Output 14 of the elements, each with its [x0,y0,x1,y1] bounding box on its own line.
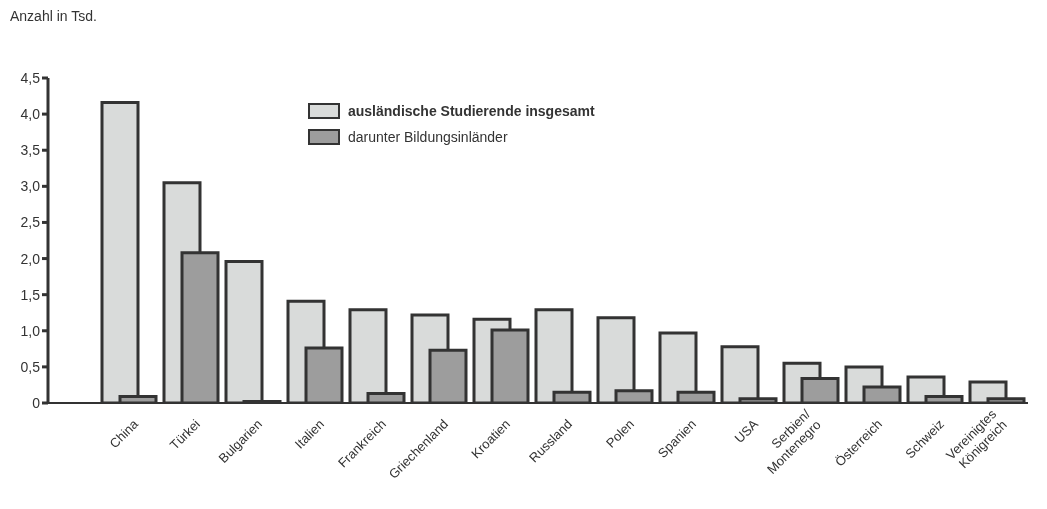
y-tick-label: 1,0 [20,322,41,339]
y-tick-label: 2,0 [20,250,41,267]
y-tick-label: 4,0 [20,106,41,123]
y-tick-label: 0,5 [20,358,41,375]
x-tick-label: USA [731,416,762,446]
y-axis-title: Anzahl in Tsd. [10,8,97,24]
y-tick-label: 2,5 [20,214,41,231]
legend-label: ausländische Studierende insgesamt [348,103,595,119]
y-tick-label: 1,5 [20,286,41,303]
y-tick-label: 3,5 [20,142,41,159]
y-tick-label: 3,0 [20,178,41,195]
legend-label: darunter Bildungsinländer [348,129,508,145]
y-tick-label: 0 [32,394,41,411]
y-tick-label: 4,5 [20,69,41,86]
